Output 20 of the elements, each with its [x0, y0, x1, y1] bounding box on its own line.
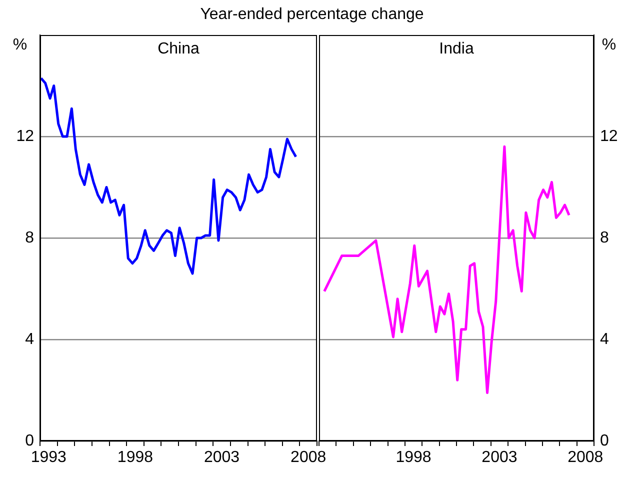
y-tick-label: 8	[25, 229, 34, 246]
y-tick-label: 8	[600, 229, 609, 246]
y-tick-label: 4	[600, 330, 609, 348]
x-tick-label: 2003	[482, 449, 518, 466]
chart-title: Year-ended percentage change	[199, 6, 425, 24]
y-tick-label: 4	[25, 330, 34, 348]
x-tick-label: 1993	[30, 449, 67, 466]
x-tick-label: 2008	[568, 449, 604, 466]
y-axis-title: %	[12, 36, 28, 54]
x-tick-label: 2008	[290, 449, 326, 466]
y-tick-label: 12	[600, 128, 618, 145]
y-tick-label: 12	[16, 128, 34, 145]
text: China	[158, 40, 200, 58]
y-tick-label: 0	[600, 432, 609, 450]
x-tick-label: 1998	[117, 449, 154, 466]
x-tick-label: 2003	[204, 449, 240, 466]
y-tick-label: 0	[25, 432, 34, 450]
x-tick-label: 1998	[396, 449, 432, 466]
text: India	[439, 40, 474, 58]
y-axis-title: %	[602, 36, 616, 54]
